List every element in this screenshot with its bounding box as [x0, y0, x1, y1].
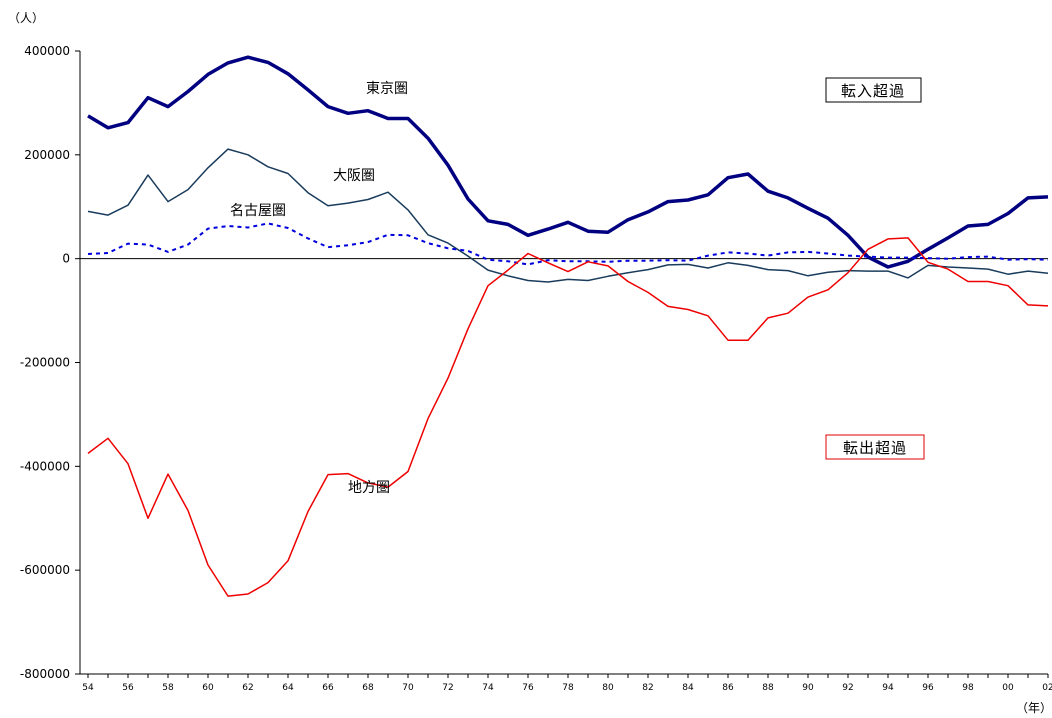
series-line-1	[87, 148, 1049, 283]
y-tick-label: 400000	[24, 44, 70, 58]
x-tick-label: 86	[722, 683, 734, 693]
y-ticks: 400000 200000 0 -200000 -400000 -600000 -80000…	[20, 44, 80, 681]
x-tick-label: 68	[362, 683, 374, 693]
x-tick-label: 54	[82, 683, 94, 693]
y-tick-label: -800000	[20, 667, 70, 681]
x-tick-label: 76	[522, 683, 534, 693]
in-excess-box-border	[825, 77, 922, 103]
in-excess-box: 転入超過	[825, 77, 922, 103]
x-tick-label: 94	[882, 683, 894, 693]
series-line-3	[87, 237, 1049, 597]
label-chiho: 地方圏	[348, 480, 390, 496]
x-tick-label: 72	[442, 683, 453, 693]
y-tick-label: 0	[62, 252, 70, 266]
x-tick-label: 60	[202, 683, 214, 693]
series-lines	[87, 55, 1049, 597]
out-excess-box-border	[825, 434, 925, 460]
x-tick-label: 66	[322, 683, 334, 693]
x-tick-label: 64	[282, 683, 294, 693]
x-tick-label: 90	[802, 683, 814, 693]
y-tick-label: 200000	[24, 148, 70, 162]
x-tick-label: 58	[162, 683, 174, 693]
x-tick-label: 80	[602, 683, 614, 693]
x-tick-label: 74	[482, 683, 494, 693]
series-line-2	[87, 222, 1049, 266]
series-line-0	[87, 55, 1049, 269]
x-tick-label: 78	[562, 683, 574, 693]
x-ticks: 54 56 58 60 62 64 66 68 70 72 74 76 78 80 82 84 86 88 90 92…	[82, 674, 1052, 693]
label-nagoya: 名古屋圏	[230, 203, 286, 219]
x-tick-label: 00	[1002, 683, 1014, 693]
out-excess-text: 転出超過	[843, 439, 907, 457]
in-excess-text: 転入超過	[841, 82, 905, 100]
x-tick-label: 96	[922, 683, 934, 693]
x-tick-label: 98	[962, 683, 974, 693]
x-tick-label: 70	[402, 683, 414, 693]
x-tick-label: 88	[762, 683, 774, 693]
y-tick-label: -200000	[20, 356, 70, 370]
x-tick-label: 92	[842, 683, 853, 693]
label-osaka: 大阪圏	[333, 168, 375, 184]
chart-axes	[79, 51, 1048, 675]
x-tick-label: 02	[1042, 683, 1052, 693]
y-tick-label: -400000	[20, 459, 70, 473]
x-axis-unit-label: （年）	[1016, 701, 1052, 715]
x-tick-label: 62	[242, 683, 253, 693]
y-axis-unit-label: （人）	[8, 11, 44, 25]
x-tick-label: 84	[682, 683, 694, 693]
x-tick-label: 82	[642, 683, 653, 693]
y-tick-label: -600000	[20, 563, 70, 577]
label-tokyo: 東京圏	[366, 81, 408, 97]
x-tick-label: 56	[122, 683, 134, 693]
out-excess-box: 転出超過	[825, 434, 925, 460]
